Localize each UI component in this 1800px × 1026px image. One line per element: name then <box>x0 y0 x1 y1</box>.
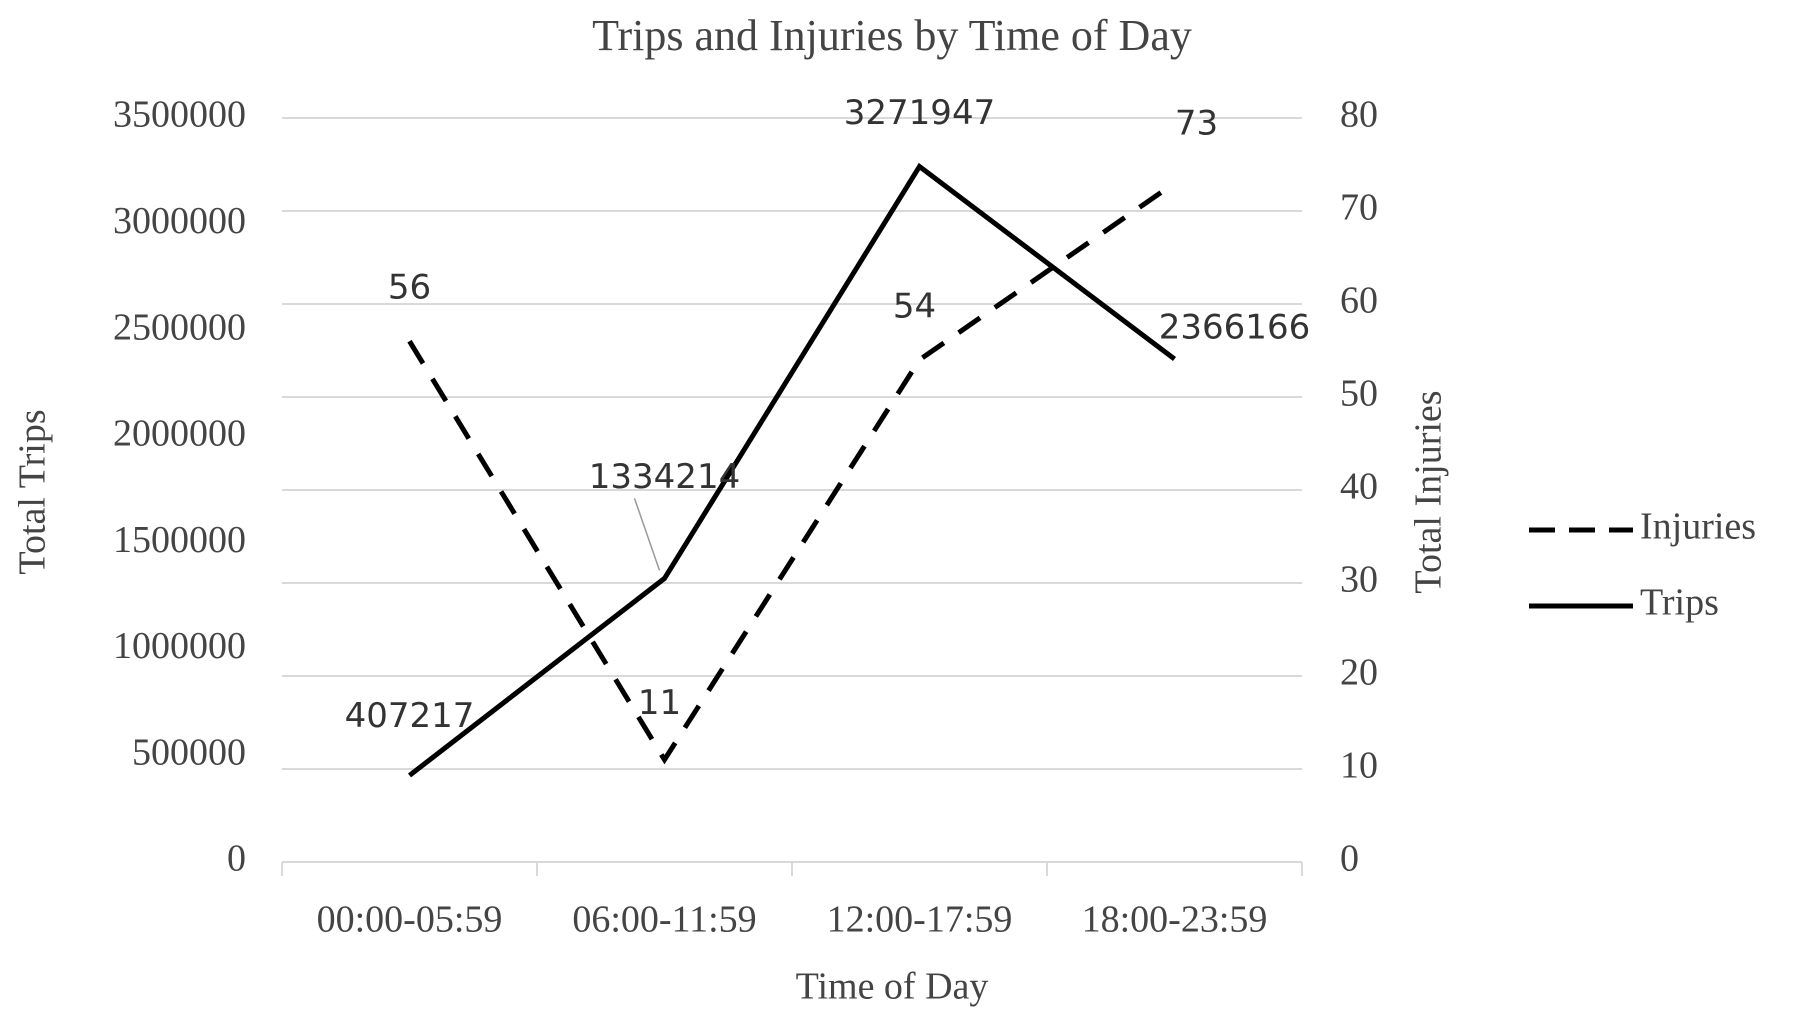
data-label: 54 <box>893 286 936 326</box>
x-tick-label: 06:00-11:59 <box>572 899 756 941</box>
data-label: 407217 <box>345 696 475 736</box>
chart-title: Trips and Injuries by Time of Day <box>592 11 1192 60</box>
y-tick-label: 3500000 <box>113 94 246 136</box>
series-line <box>407 162 1177 778</box>
y2-tick-label: 30 <box>1340 559 1378 601</box>
y-tick-label: 0 <box>227 838 246 880</box>
legend-label: Injuries <box>1640 506 1756 548</box>
y-tick-label: 1000000 <box>113 625 246 667</box>
x-tick-label: 00:00-05:59 <box>317 899 503 941</box>
y2-tick-label: 70 <box>1340 187 1378 229</box>
data-label: 56 <box>388 268 431 308</box>
y2-tick-label: 50 <box>1340 373 1378 415</box>
y-tick-label: 2000000 <box>113 413 246 455</box>
y-axis-title: Total Trips <box>12 409 54 574</box>
leader-line <box>633 498 661 571</box>
y2-axis-title: Total Injuries <box>1408 390 1450 593</box>
y2-tick-label: 60 <box>1340 280 1378 322</box>
data-label: 1334214 <box>589 457 740 497</box>
y-tick-label: 500000 <box>132 731 246 773</box>
y-tick-label: 2500000 <box>113 306 246 348</box>
y-tick-label: 3000000 <box>113 200 246 242</box>
x-tick-label: 18:00-23:59 <box>1082 899 1268 941</box>
y2-tick-label: 0 <box>1340 838 1359 880</box>
x-axis-title: Time of Day <box>796 966 989 1008</box>
legend-label: Trips <box>1640 582 1719 624</box>
data-label: 3271947 <box>844 93 995 133</box>
data-label: 73 <box>1175 104 1218 144</box>
series-line <box>407 181 1176 765</box>
y2-tick-label: 10 <box>1340 745 1378 787</box>
y2-tick-label: 80 <box>1340 94 1378 136</box>
y2-tick-label: 20 <box>1340 652 1378 694</box>
y2-tick-label: 40 <box>1340 466 1378 508</box>
data-label: 2366166 <box>1159 308 1310 348</box>
data-label: 11 <box>638 683 681 723</box>
x-tick-label: 12:00-17:59 <box>827 899 1013 941</box>
y-tick-label: 1500000 <box>113 519 246 561</box>
